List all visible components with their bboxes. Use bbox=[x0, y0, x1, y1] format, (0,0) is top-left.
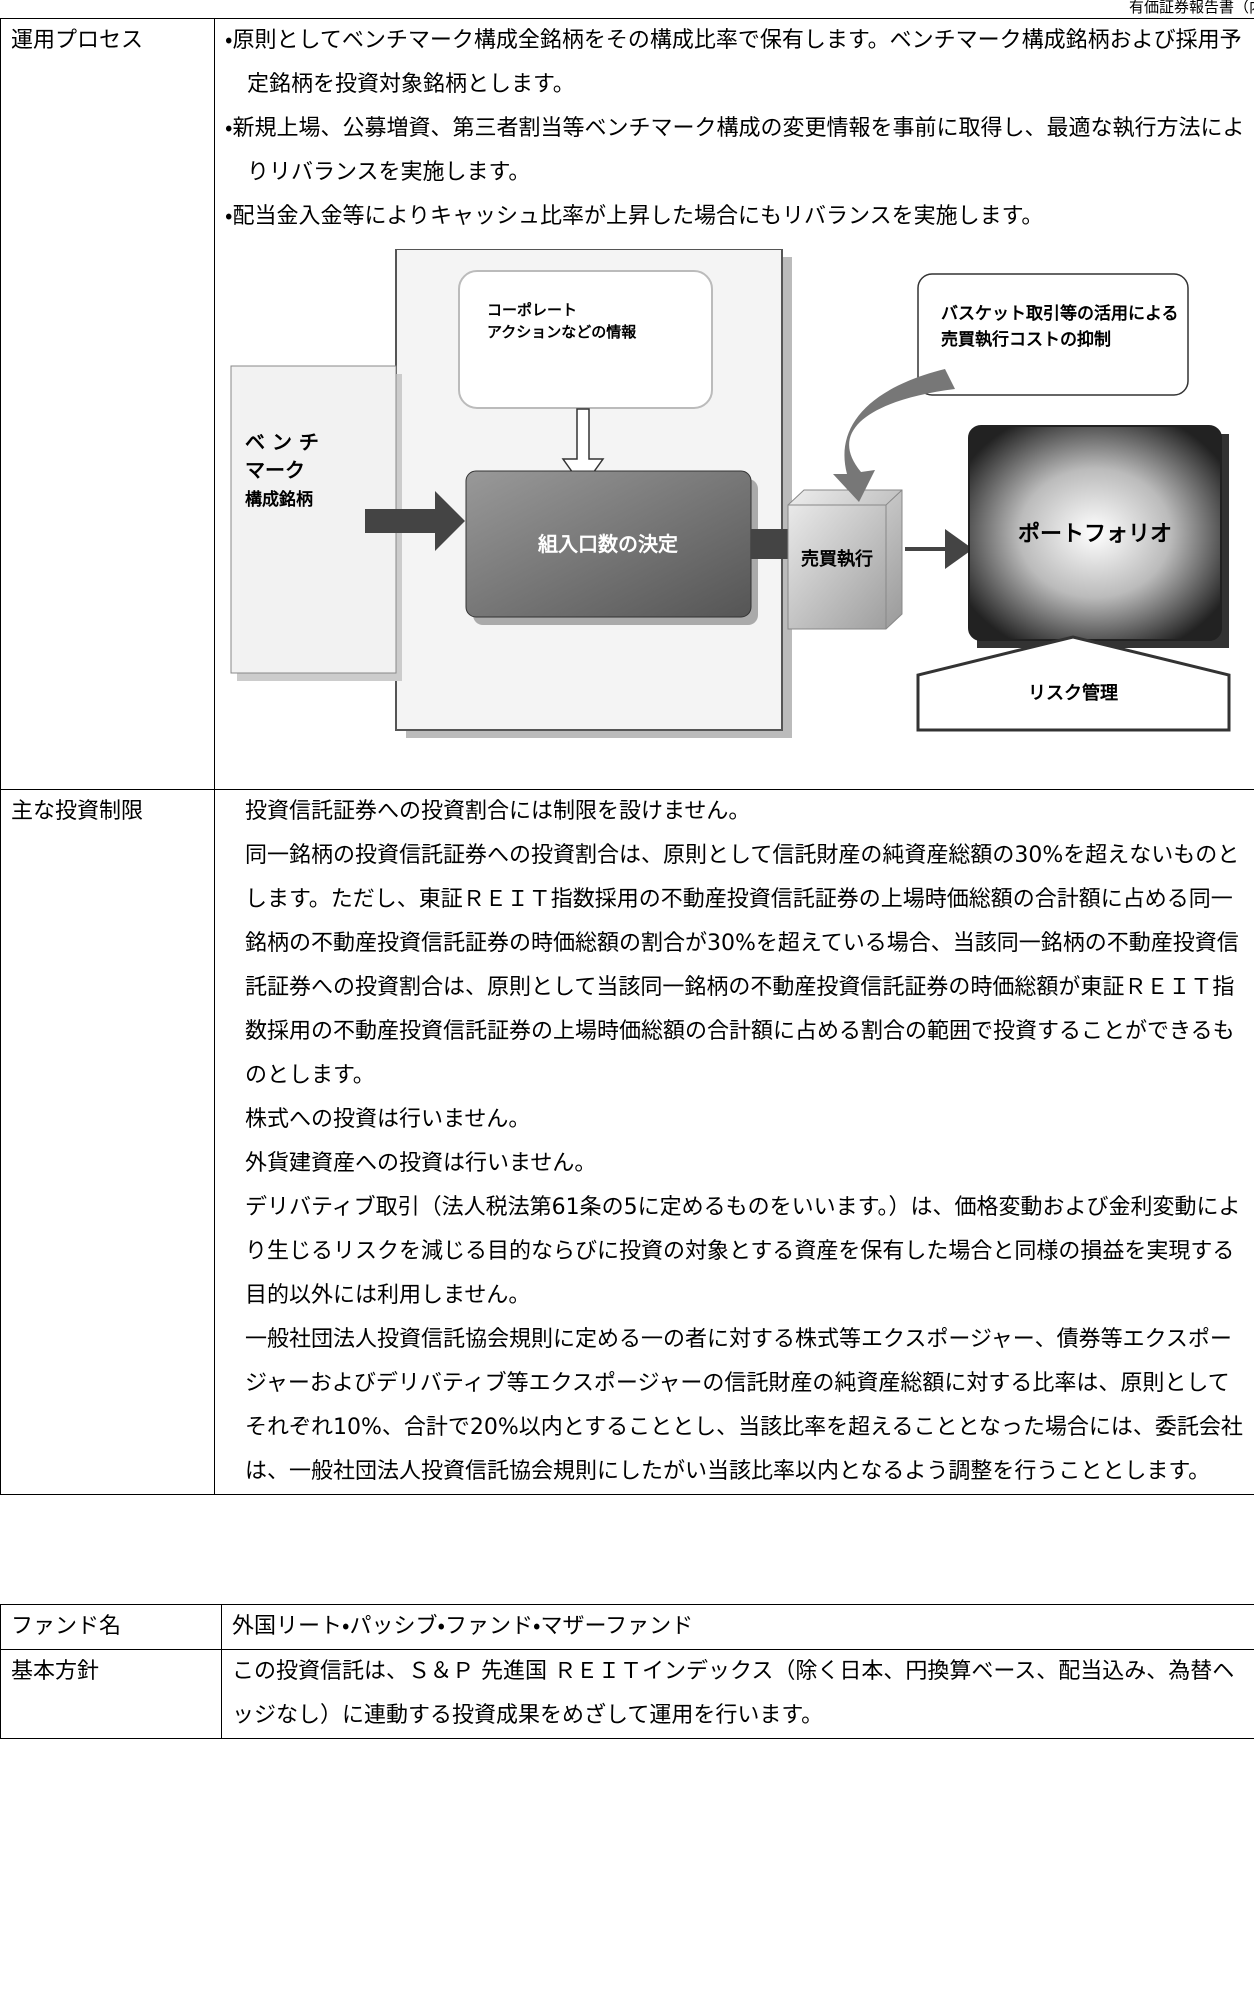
benchmark-text: ベ ン チマーク構成銘柄 bbox=[245, 430, 319, 510]
bullet-item: ・原則としてベンチマーク構成全銘柄をその構成比率で保有します。ベンチマーク構成銘… bbox=[225, 28, 1242, 97]
cube-edge bbox=[788, 489, 903, 629]
risk-text: リスク管理 bbox=[1028, 682, 1118, 704]
risk-house bbox=[916, 635, 1231, 732]
row-content: この投資信託は、Ｓ＆Ｐ 先進国 ＲＥＩＴインデックス（除く日本、円換算ベース、配… bbox=[221, 1649, 1254, 1739]
text-line: 構成銘柄 bbox=[245, 489, 313, 510]
paragraph: 一般社団法人投資信託協会規則に定める一の者に対する株式等エクスポージャー、債券等… bbox=[245, 1327, 1243, 1484]
fund-table: ファンド名 外国リート・パッシブ・ファンド・マザーファンド 基本方針 この投資信託は、… bbox=[0, 1604, 1254, 1739]
row-content: 外国リート・パッシブ・ファンド・マザーファンド bbox=[221, 1604, 1254, 1650]
row-label: ファンド名 bbox=[0, 1604, 222, 1650]
bullet-list: ・原則としてベンチマーク構成全銘柄をその構成比率で保有します。ベンチマーク構成銘… bbox=[225, 19, 1245, 239]
decision-text: 組入口数の決定 bbox=[537, 532, 678, 556]
row-label: 運用プロセス bbox=[0, 18, 215, 790]
paragraph: 外貨建資産への投資は行いません。 bbox=[245, 1151, 597, 1176]
row-content: 投資信託証券への投資割合には制限を設けません。同一銘柄の投資信託証券への投資割合… bbox=[214, 789, 1254, 1495]
portfolio-text: ポートフォリオ bbox=[1018, 521, 1172, 547]
info-text: コーポレートアクションなどの情報 bbox=[487, 301, 637, 341]
row-label: 主な投資制限 bbox=[0, 789, 215, 1495]
paragraph: 株式への投資は行いません。 bbox=[245, 1107, 531, 1132]
row-label: 基本方針 bbox=[0, 1649, 222, 1739]
process-diagram: コーポレートアクションなどの情報 バスケット取引等の活用による売買執行コストの抑… bbox=[230, 249, 1231, 738]
right-arrow bbox=[905, 529, 973, 569]
execution-text: 売買執行 bbox=[801, 548, 873, 570]
header-text: 有価証券報告書（内国投 bbox=[1128, 0, 1254, 16]
paragraph: デリバティブ取引（法人税法第61条の5に定めるものをいいます。）は、価格変動およ… bbox=[245, 1195, 1241, 1308]
table-row: 運用プロセス ・原則としてベンチマーク構成全銘柄をその構成比率で保有します。ベン… bbox=[0, 18, 1254, 790]
paragraph: 投資信託証券への投資割合には制限を設けません。 bbox=[245, 799, 751, 824]
connector bbox=[751, 529, 791, 559]
paragraph: 同一銘柄の投資信託証券への投資割合は、原則として信託財産の純資産総額の30%を超… bbox=[245, 843, 1240, 1088]
row-content: ・原則としてベンチマーク構成全銘柄をその構成比率で保有します。ベンチマーク構成銘… bbox=[214, 18, 1254, 790]
table-row: 主な投資制限 投資信託証券への投資割合には制限を設けません。同一銘柄の投資信託証… bbox=[0, 789, 1254, 1495]
table-row: ファンド名 外国リート・パッシブ・ファンド・マザーファンド bbox=[0, 1604, 1254, 1650]
text-line: 売買執行コストの抑制 bbox=[941, 329, 1111, 350]
text-line: マーク bbox=[245, 458, 305, 482]
execution-cube bbox=[787, 489, 903, 630]
text-line: コーポレート bbox=[487, 301, 577, 319]
basket-text: バスケット取引等の活用による売買執行コストの抑制 bbox=[941, 303, 1179, 350]
right-arrow bbox=[365, 491, 465, 551]
table-row: 基本方針 この投資信託は、Ｓ＆Ｐ 先進国 ＲＥＩＴインデックス（除く日本、円換算ベ… bbox=[0, 1649, 1254, 1739]
bullet-item: ・新規上場、公募増資、第三者割当等ベンチマーク構成の変更情報を事前に取得し、最適… bbox=[225, 116, 1245, 185]
portfolio-box bbox=[968, 425, 1222, 641]
info-box bbox=[458, 270, 713, 409]
curved-arrow bbox=[833, 369, 955, 502]
text-line: バスケット取引等の活用による bbox=[941, 303, 1179, 324]
text-line: アクションなどの情報 bbox=[487, 323, 637, 341]
bullet-item: ・配当金入金等によりキャッシュ比率が上昇した場合にもリバランスを実施します。 bbox=[225, 204, 1044, 229]
basket-box bbox=[917, 273, 1189, 396]
text-line: ベ ン チ bbox=[245, 430, 319, 454]
process-table: 運用プロセス ・原則としてベンチマーク構成全銘柄をその構成比率で保有します。ベン… bbox=[0, 18, 1254, 1495]
